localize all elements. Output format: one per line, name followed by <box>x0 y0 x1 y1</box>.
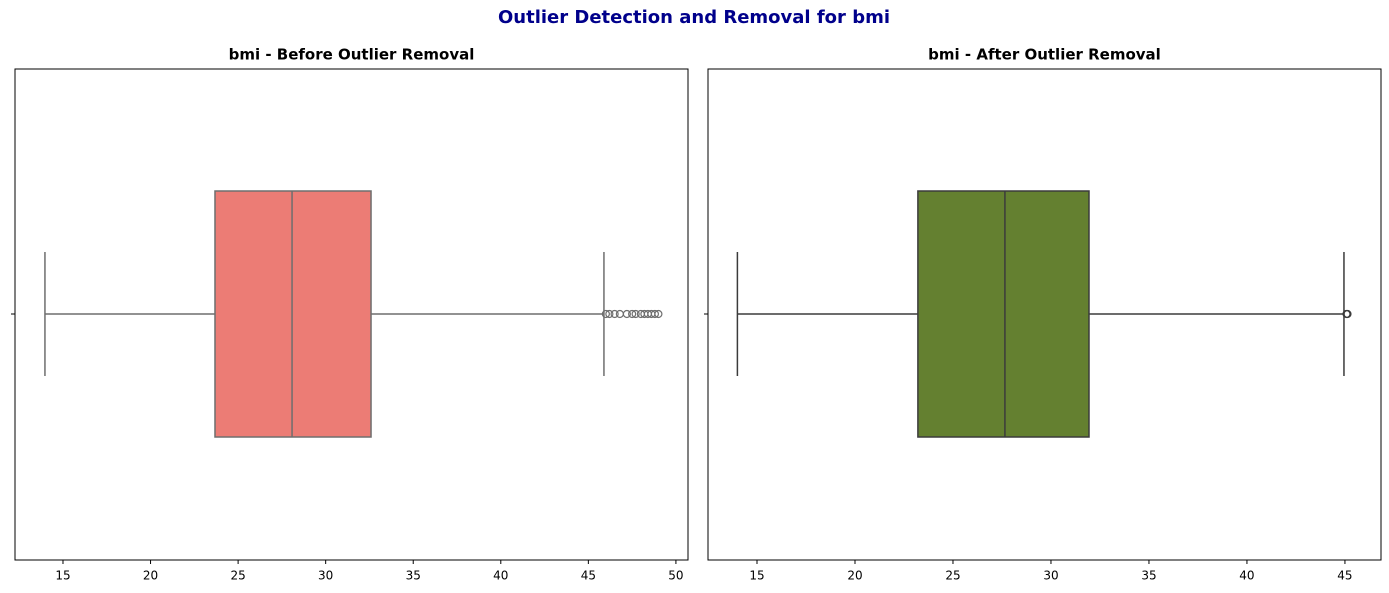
outlier <box>654 309 663 319</box>
x-tick-label: 30 <box>318 569 333 583</box>
outlier <box>622 309 631 319</box>
x-tick-label: 15 <box>749 569 764 583</box>
outlier <box>615 309 624 319</box>
x-tick-label: 40 <box>493 569 508 583</box>
box <box>214 190 372 438</box>
outlier <box>1343 309 1352 319</box>
outlier <box>631 309 640 319</box>
box <box>917 190 1090 438</box>
outlier <box>650 309 660 319</box>
outlier <box>628 309 637 319</box>
x-tick-label: 35 <box>406 569 421 583</box>
outlier <box>601 309 610 319</box>
outlier <box>610 309 619 319</box>
figure-title: Outlier Detection and Removal for bmi <box>498 7 890 28</box>
x-tick-label: 20 <box>847 569 862 583</box>
x-tick-label: 15 <box>55 569 70 583</box>
x-tick-label: 35 <box>1141 569 1156 583</box>
x-tick-label: 40 <box>1239 569 1254 583</box>
chart-title: bmi - After Outlier Removal <box>928 46 1161 64</box>
x-tick-label: 50 <box>668 569 683 583</box>
x-tick-label: 25 <box>945 569 960 583</box>
outlier <box>605 309 614 319</box>
x-tick-label: 45 <box>1337 569 1352 583</box>
x-tick-label: 45 <box>581 569 596 583</box>
chart-title: bmi - Before Outlier Removal <box>229 46 475 64</box>
x-tick-label: 20 <box>143 569 158 583</box>
x-tick-label: 30 <box>1043 569 1058 583</box>
x-tick-label: 25 <box>230 569 245 583</box>
